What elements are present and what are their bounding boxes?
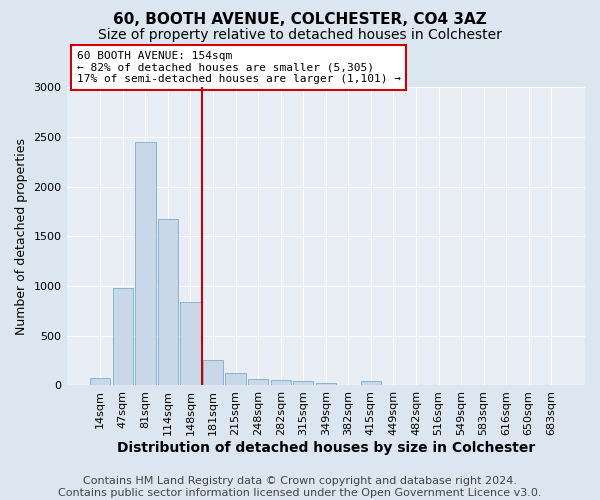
Bar <box>248 380 268 386</box>
Bar <box>271 380 291 386</box>
Y-axis label: Number of detached properties: Number of detached properties <box>15 138 28 335</box>
Text: 60, BOOTH AVENUE, COLCHESTER, CO4 3AZ: 60, BOOTH AVENUE, COLCHESTER, CO4 3AZ <box>113 12 487 28</box>
Bar <box>226 372 246 386</box>
Bar <box>203 360 223 386</box>
Bar <box>361 381 381 386</box>
Bar <box>135 142 155 386</box>
Bar <box>181 302 200 386</box>
Bar <box>158 220 178 386</box>
Text: 60 BOOTH AVENUE: 154sqm
← 82% of detached houses are smaller (5,305)
17% of semi: 60 BOOTH AVENUE: 154sqm ← 82% of detache… <box>77 51 401 84</box>
X-axis label: Distribution of detached houses by size in Colchester: Distribution of detached houses by size … <box>116 441 535 455</box>
Bar <box>113 288 133 386</box>
Bar <box>316 383 336 386</box>
Text: Contains HM Land Registry data © Crown copyright and database right 2024.
Contai: Contains HM Land Registry data © Crown c… <box>58 476 542 498</box>
Text: Size of property relative to detached houses in Colchester: Size of property relative to detached ho… <box>98 28 502 42</box>
Bar <box>293 382 313 386</box>
Bar <box>90 378 110 386</box>
